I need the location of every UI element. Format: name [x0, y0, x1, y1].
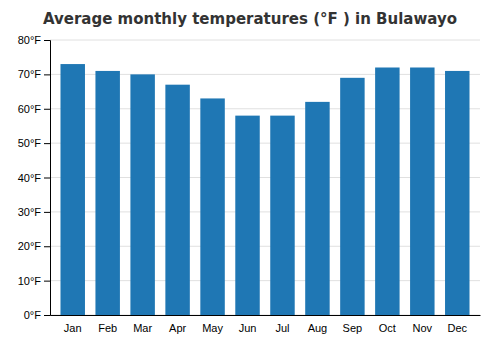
tick: Nov [413, 322, 433, 334]
tick-label: 70°F [18, 68, 42, 80]
tick: 70°F [18, 68, 50, 80]
tick-label: Mar [133, 322, 152, 334]
tick-label: 10°F [18, 275, 42, 287]
y-axis: 0°F 10°F 20°F 30°F 40°F 50°F 60°F 70°F 80°F [18, 34, 51, 321]
bar [445, 71, 469, 315]
tick-mark [44, 246, 50, 247]
tick: Jun [239, 322, 257, 334]
tick: Apr [169, 322, 186, 334]
tick-label: Feb [98, 322, 117, 334]
tick: 10°F [18, 275, 50, 287]
tick-label: May [202, 322, 223, 334]
axis-domain [51, 315, 481, 316]
title: Average monthly temperatures (°F ) in Bu… [43, 10, 457, 28]
tick: Feb [98, 322, 117, 334]
tick: Mar [133, 322, 152, 334]
tick-label: Nov [413, 322, 433, 334]
bar [270, 116, 294, 315]
chart: 0°F 10°F 20°F 30°F 40°F 50°F 60°F 70°F 80°F Jan Fe… [0, 0, 500, 350]
tick-label: 40°F [18, 172, 42, 184]
tick-label: Dec [447, 322, 467, 334]
tick-label: 0°F [24, 309, 42, 321]
tick-label: Sep [343, 322, 363, 334]
tick-label: Apr [169, 322, 186, 334]
tick-label: 20°F [18, 240, 42, 252]
tick-mark [44, 212, 50, 213]
tick: 20°F [18, 240, 50, 252]
grid-line [50, 40, 480, 41]
tick-label: 30°F [18, 206, 42, 218]
tick: Sep [343, 322, 363, 334]
axis-domain [44, 41, 51, 316]
tick-label: Jun [239, 322, 257, 334]
tick-label: 80°F [18, 34, 42, 46]
bar [375, 68, 399, 316]
tick-label: 60°F [18, 103, 42, 115]
tick: Jul [275, 322, 289, 334]
tick-mark [44, 40, 50, 41]
tick: 50°F [18, 137, 50, 149]
tick-mark [44, 178, 50, 179]
bars [60, 64, 469, 315]
tick-mark [44, 109, 50, 110]
bar [95, 71, 119, 315]
tick: 80°F [18, 34, 50, 46]
tick: Jan [64, 322, 82, 334]
bar [130, 74, 154, 315]
tick: Oct [379, 322, 396, 334]
tick: 0°F [24, 309, 50, 321]
tick-mark [44, 74, 50, 75]
tick: Aug [308, 322, 328, 334]
x-axis: Jan Feb Mar Apr May Jun Jul Aug Sep Oct Nov Dec [51, 316, 481, 334]
bar [200, 98, 224, 315]
bar [305, 102, 329, 315]
bar [165, 85, 189, 315]
tick-label: Jan [64, 322, 82, 334]
tick-label: Jul [275, 322, 289, 334]
bar [410, 68, 434, 316]
tick-label: Oct [379, 322, 396, 334]
tick: 60°F [18, 103, 50, 115]
tick: May [202, 322, 223, 334]
plot: 0°F 10°F 20°F 30°F 40°F 50°F 60°F 70°F 80°F Jan Fe… [18, 34, 481, 334]
grid [50, 40, 480, 315]
bar [340, 78, 364, 315]
tick-mark [44, 281, 50, 282]
tick-mark [44, 143, 50, 144]
tick: 40°F [18, 172, 50, 184]
bar [235, 116, 259, 315]
tick: Dec [447, 322, 467, 334]
tick-label: 50°F [18, 137, 42, 149]
bar [60, 64, 84, 315]
tick-mark [44, 315, 50, 316]
tick: 30°F [18, 206, 50, 218]
tick-label: Aug [308, 322, 328, 334]
